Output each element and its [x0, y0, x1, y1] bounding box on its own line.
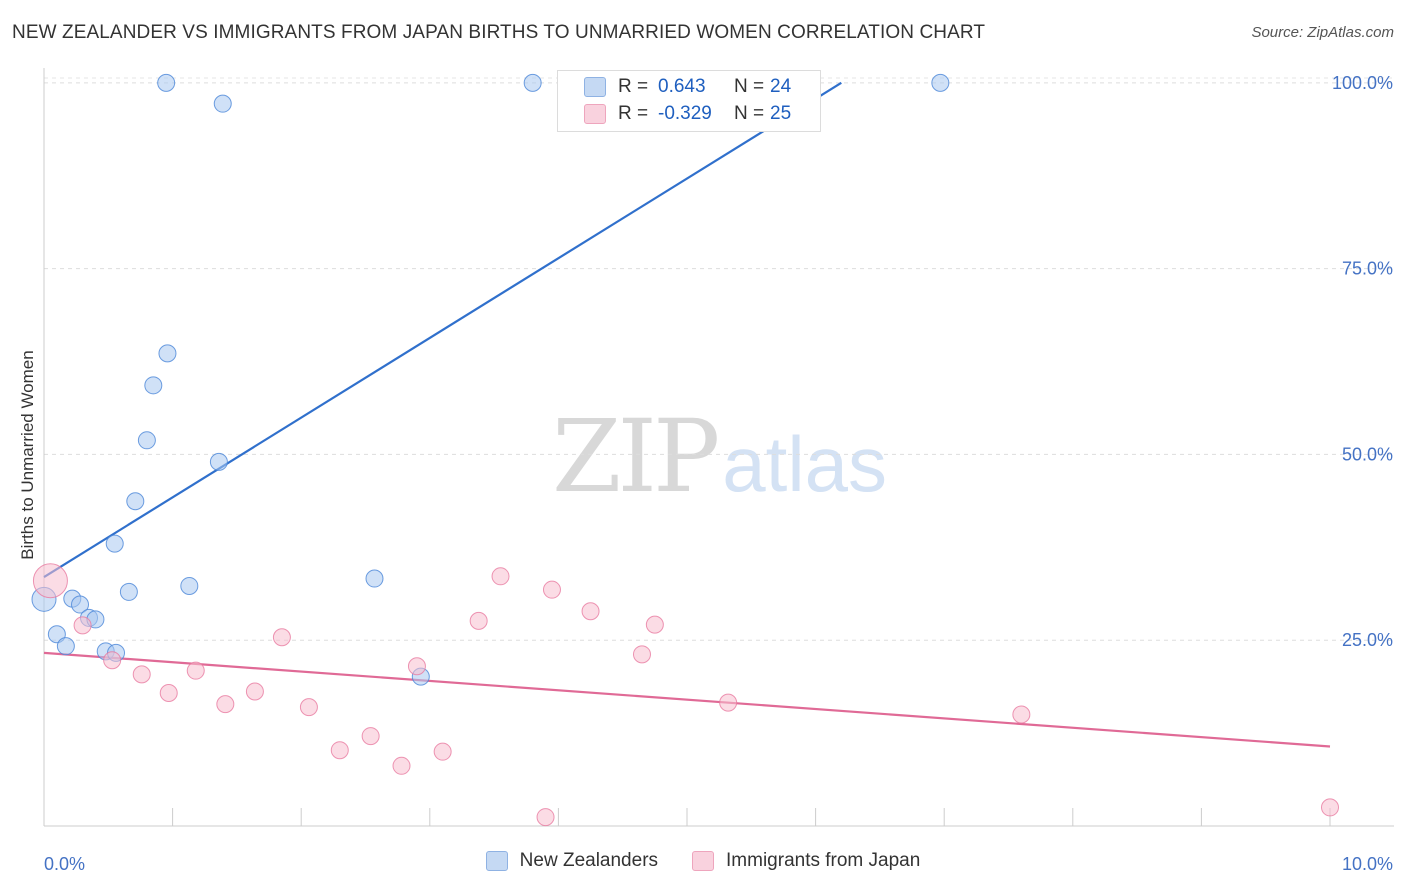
legend-swatch-pink — [692, 851, 715, 871]
y-tick-label: 100.0% — [1332, 73, 1393, 93]
point-immigrants-japan — [32, 563, 68, 599]
trend-line-new-zealanders — [43, 81, 842, 578]
point-immigrants-japan — [159, 683, 178, 702]
point-immigrants-japan — [536, 808, 555, 827]
point-immigrants-japan — [103, 651, 122, 670]
point-immigrants-japan — [392, 756, 411, 775]
legend-swatch-pink — [584, 104, 606, 124]
point-immigrants-japan — [719, 693, 738, 712]
legend-n-value: 24 — [770, 76, 792, 97]
watermark-atlas: atlas — [722, 420, 888, 508]
point-new-zealanders — [180, 576, 199, 595]
legend-row-new-zealanders: R = 0.643 N = 24 — [558, 74, 791, 100]
legend-n-label: N = — [734, 103, 765, 124]
legend-swatch-blue — [485, 851, 508, 871]
point-immigrants-japan — [632, 645, 651, 664]
trend-line-immigrants-japan — [43, 651, 1331, 748]
point-immigrants-japan — [491, 567, 510, 586]
source-credit: Source: ZipAtlas.com — [1251, 24, 1394, 41]
point-new-zealanders — [931, 73, 950, 92]
x-tick-label: 10.0% — [1342, 854, 1393, 874]
point-new-zealanders — [126, 492, 145, 511]
point-immigrants-japan — [361, 727, 380, 746]
point-immigrants-japan — [272, 628, 291, 647]
grid-lines — [44, 77, 1394, 641]
point-new-zealanders — [523, 73, 542, 92]
data-points — [31, 73, 1339, 827]
point-immigrants-japan — [186, 661, 205, 680]
point-new-zealanders — [209, 452, 228, 471]
point-immigrants-japan — [469, 611, 488, 630]
y-tick-label: 50.0% — [1342, 444, 1393, 464]
point-immigrants-japan — [581, 602, 600, 621]
y-tick-label: 25.0% — [1342, 630, 1393, 650]
legend-swatch-blue — [584, 77, 606, 97]
watermark-zip: ZIP — [552, 398, 720, 515]
chart-title: NEW ZEALANDER VS IMMIGRANTS FROM JAPAN B… — [12, 22, 986, 43]
point-immigrants-japan — [1321, 798, 1339, 817]
series-legend: New Zealanders Immigrants from Japan — [0, 850, 1406, 872]
legend-r-label: R = — [618, 103, 649, 124]
watermark: ZIPatlas — [552, 398, 887, 515]
legend-n-value: 25 — [770, 103, 792, 124]
x-tick-label: 0.0% — [44, 854, 85, 874]
legend-item-new-zealanders: New Zealanders — [485, 850, 659, 872]
trend-lines — [43, 81, 1331, 748]
point-immigrants-japan — [132, 665, 151, 684]
point-new-zealanders — [56, 637, 75, 656]
point-immigrants-japan — [216, 695, 235, 714]
point-immigrants-japan — [245, 682, 264, 701]
legend-r-value: 0.643 — [658, 76, 706, 97]
point-new-zealanders — [158, 344, 177, 363]
point-immigrants-japan — [330, 741, 349, 760]
point-new-zealanders — [365, 569, 384, 588]
point-new-zealanders — [119, 582, 138, 601]
point-new-zealanders — [137, 431, 156, 450]
axes — [43, 68, 1394, 827]
point-immigrants-japan — [299, 698, 318, 717]
legend-r-value: -0.329 — [658, 103, 712, 124]
point-immigrants-japan — [73, 616, 92, 635]
legend-n-label: N = — [734, 76, 765, 97]
point-immigrants-japan — [645, 615, 664, 634]
point-immigrants-japan — [407, 657, 426, 676]
y-tick-label: 75.0% — [1342, 259, 1393, 279]
legend-label: Immigrants from Japan — [726, 850, 921, 871]
point-new-zealanders — [144, 376, 163, 395]
point-new-zealanders — [71, 595, 90, 614]
legend-item-immigrants-japan: Immigrants from Japan — [692, 850, 920, 872]
point-immigrants-japan — [433, 742, 452, 761]
legend-label: New Zealanders — [519, 850, 659, 871]
point-new-zealanders — [157, 73, 176, 92]
tick-labels: 25.0% 50.0% 75.0% 100.0% 0.0% 10.0% — [44, 73, 1393, 874]
correlation-legend: R = 0.643 N = 24 R = -0.329 N = 25 — [557, 70, 821, 132]
point-new-zealanders — [105, 534, 124, 553]
legend-r-label: R = — [618, 76, 649, 97]
point-new-zealanders — [213, 94, 232, 113]
point-immigrants-japan — [542, 580, 561, 599]
point-immigrants-japan — [1012, 705, 1031, 724]
legend-row-immigrants-japan: R = -0.329 N = 25 — [558, 101, 791, 127]
